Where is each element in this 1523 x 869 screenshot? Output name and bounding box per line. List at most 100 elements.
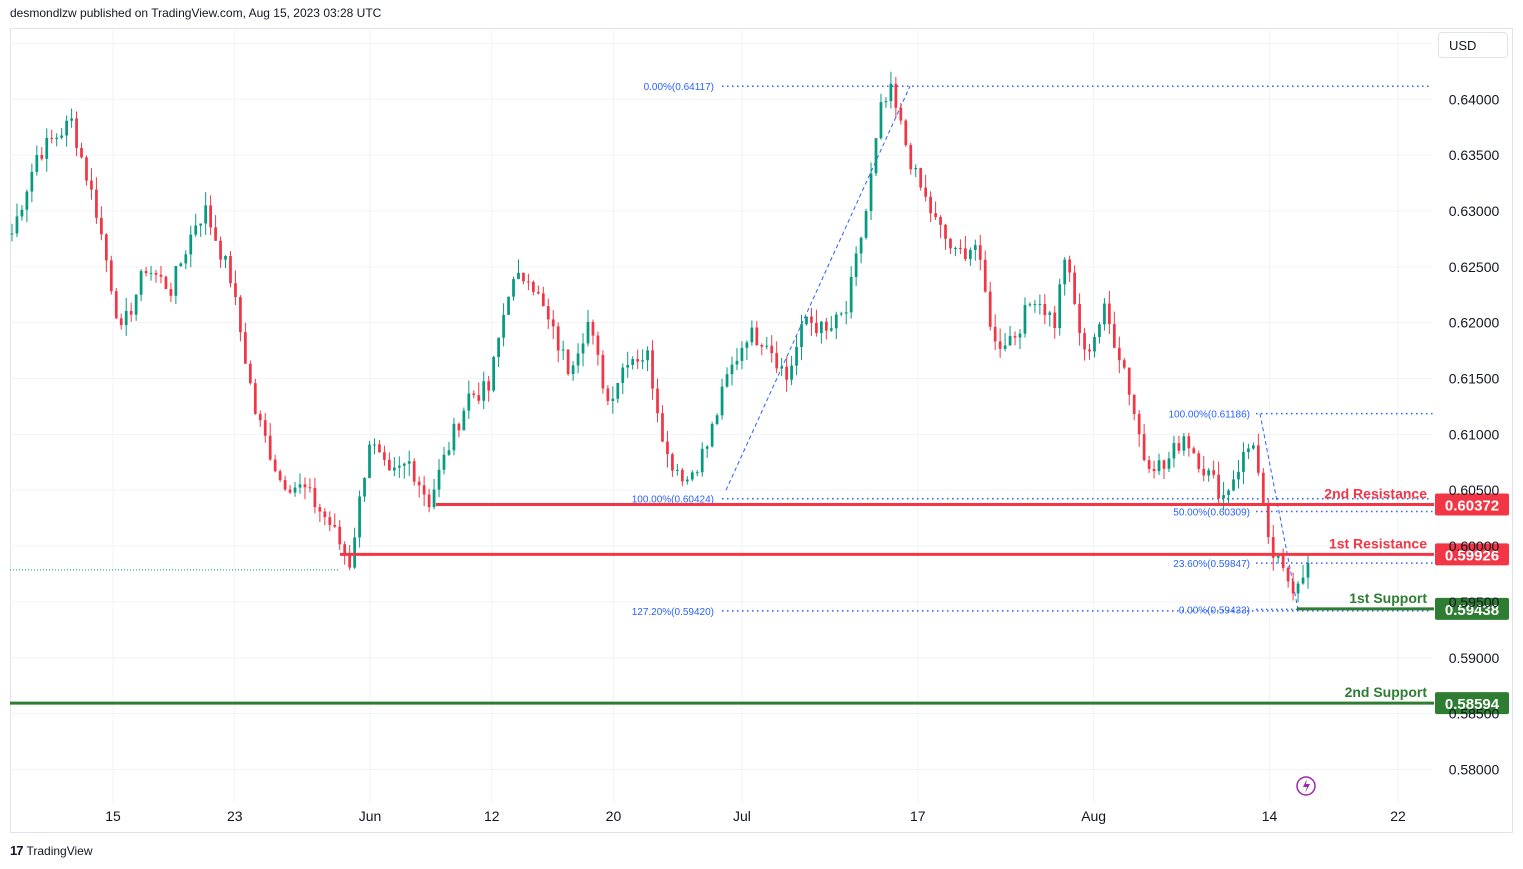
candle-body — [695, 472, 699, 474]
candle-body — [467, 393, 471, 411]
candle-body — [402, 463, 406, 466]
candle-body — [1008, 336, 1012, 346]
candle-body — [715, 415, 719, 424]
candle-body — [447, 450, 451, 455]
candle-body — [1048, 312, 1052, 316]
candle-body — [378, 444, 381, 453]
candle-body — [532, 281, 535, 292]
candle-body — [546, 306, 550, 320]
grid — [10, 30, 1432, 803]
candle-body — [119, 318, 123, 326]
candle-body — [497, 337, 500, 358]
level-name-label: 1st Support — [1349, 590, 1427, 606]
candle-body — [343, 544, 347, 555]
tv-logo-icon: 17 — [10, 843, 24, 858]
candle-body — [253, 383, 257, 415]
candle-body — [1227, 490, 1230, 496]
candle-body — [139, 271, 143, 295]
candle-body — [477, 395, 481, 401]
candle-body — [35, 154, 39, 172]
time-axis: 15 23 Jun 12 20 Jul 17 Aug 14 22 — [105, 808, 1406, 824]
candle-body — [869, 173, 873, 212]
candle-body — [1073, 272, 1076, 304]
candle-body — [214, 227, 217, 241]
candle-body — [720, 386, 724, 416]
candle-body — [407, 461, 411, 464]
candle-body — [824, 321, 828, 331]
tradingview-logo[interactable]: 17 TradingView — [10, 843, 93, 858]
level-price-label: 0.59926 — [1445, 547, 1499, 564]
candle-body — [1197, 453, 1201, 469]
candle-body — [710, 423, 714, 447]
candle-body — [1177, 443, 1181, 451]
candle-body — [834, 314, 838, 329]
candle-body — [55, 137, 59, 139]
candle-body — [278, 471, 282, 481]
fib-trend-line — [725, 85, 911, 491]
candle-body — [1212, 470, 1216, 475]
candle-body — [705, 446, 709, 449]
candle-body — [268, 435, 272, 460]
candle-body — [229, 256, 232, 284]
x-tick-label: 14 — [1262, 808, 1278, 824]
candle-body — [363, 478, 366, 497]
candle-body — [338, 526, 342, 545]
candle-body — [20, 209, 24, 217]
candle-body — [85, 157, 88, 181]
fib-level-label: 100.00%(0.60424) — [632, 495, 714, 506]
replay-icon[interactable] — [1296, 776, 1316, 796]
candle-body — [194, 225, 198, 235]
candle-body — [839, 313, 843, 315]
y-tick-label: 0.60500 — [1449, 482, 1500, 498]
y-tick-label: 0.62000 — [1449, 315, 1500, 331]
y-tick-label: 0.61000 — [1449, 426, 1500, 442]
candle-body — [810, 316, 813, 323]
candle-body — [998, 341, 1002, 349]
candle-body — [328, 517, 332, 525]
candle-body — [45, 137, 49, 159]
fib-level-label: 50.00%(0.60309) — [1173, 508, 1250, 519]
candle-body — [283, 480, 287, 490]
candle-body — [1142, 434, 1146, 461]
candle-body — [95, 189, 98, 218]
candle-body — [949, 238, 952, 249]
candle-body — [388, 459, 391, 471]
candle-body — [730, 364, 734, 375]
fib-level-label: 100.00%(0.61186) — [1168, 410, 1250, 421]
candle-body — [934, 213, 937, 218]
candle-body — [646, 350, 649, 361]
candle-body — [849, 276, 853, 313]
candle-body — [293, 487, 297, 493]
candle-body — [224, 256, 227, 260]
x-tick-label: Jul — [733, 808, 751, 824]
candle-body — [10, 233, 14, 235]
candle-body — [333, 524, 337, 527]
y-tick-label: 0.63500 — [1449, 147, 1500, 163]
candle-body — [1013, 336, 1017, 338]
candle-body — [179, 263, 183, 266]
candle-body — [248, 363, 252, 384]
candle-body — [1093, 336, 1096, 352]
candle-body — [993, 326, 997, 342]
candle-body — [800, 324, 803, 347]
candle-body — [1266, 502, 1270, 538]
candle-body — [114, 291, 118, 319]
level-price-tag — [1435, 597, 1509, 620]
candle-body — [586, 321, 590, 344]
candle-body — [427, 494, 431, 508]
candle-body — [442, 454, 446, 470]
candle-body — [209, 205, 212, 228]
y-tick-label: 0.58500 — [1449, 706, 1500, 722]
currency-button[interactable]: USD — [1438, 32, 1508, 58]
candle-body — [829, 328, 833, 331]
fib-level-label: 23.60%(0.59847) — [1173, 559, 1250, 570]
candle-body — [432, 489, 436, 508]
candle-body — [1256, 445, 1260, 473]
level-name-label: 2nd Resistance — [1324, 486, 1427, 502]
chart-frame[interactable] — [10, 28, 1513, 833]
candle-body — [641, 360, 644, 362]
candle-body — [959, 247, 962, 249]
y-tick-label: 0.63000 — [1449, 203, 1500, 219]
candle-body — [1132, 394, 1136, 415]
